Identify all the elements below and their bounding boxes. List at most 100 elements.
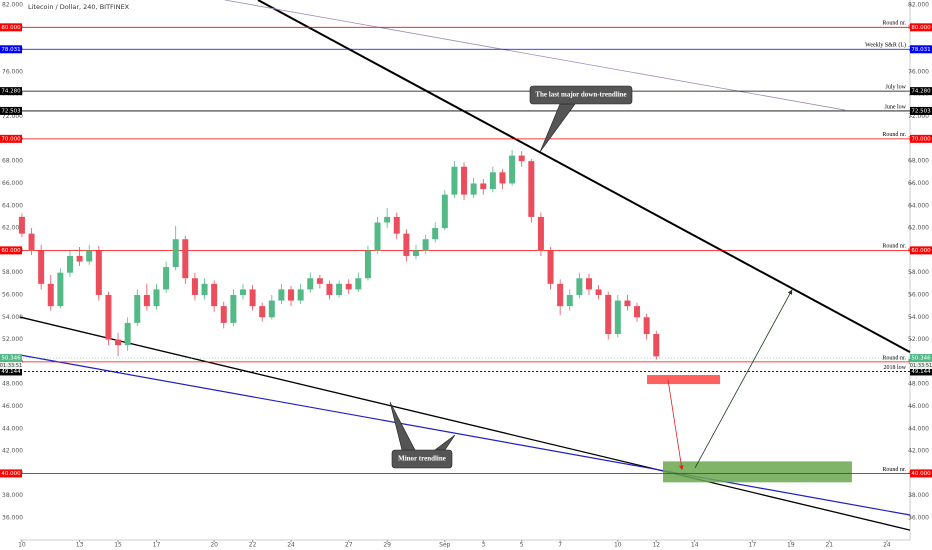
level-name: Round nr. bbox=[882, 467, 906, 473]
y-tick-label: 68.000 bbox=[2, 158, 23, 165]
zone-box bbox=[662, 461, 852, 483]
candle-body bbox=[518, 155, 525, 162]
candle-body bbox=[86, 250, 93, 262]
level-name: Weekly S&R (L) bbox=[865, 42, 906, 49]
candle-body bbox=[230, 294, 237, 323]
level-badge-label: 49.144 bbox=[911, 369, 931, 375]
y-tick-label: 38.000 bbox=[908, 492, 929, 499]
y-tick-label: 76.000 bbox=[908, 68, 929, 75]
candle-body bbox=[537, 216, 544, 251]
y-tick-label: 56.000 bbox=[908, 291, 929, 298]
trendline bbox=[257, 0, 911, 353]
y-tick-label: 54.000 bbox=[2, 314, 23, 321]
y-tick-label: 52.000 bbox=[908, 336, 929, 343]
candle-body bbox=[182, 239, 189, 279]
y-tick-label: 66.000 bbox=[908, 180, 929, 187]
last-price-badge-label: 50.346 bbox=[1, 356, 21, 362]
x-tick-label: 10 bbox=[614, 542, 622, 549]
arrow bbox=[694, 289, 793, 469]
x-tick-label: 15 bbox=[114, 542, 122, 549]
chart-title: Litecoin / Dollar, 240, BITFINEX bbox=[28, 3, 130, 11]
last-price-badge bbox=[0, 354, 22, 363]
trendline bbox=[19, 354, 911, 516]
level-badge-label: 60.000 bbox=[1, 248, 21, 254]
x-tick-label: 19 bbox=[787, 542, 795, 549]
candle-body bbox=[134, 294, 141, 323]
level-badge bbox=[0, 106, 22, 115]
level-badge-label: 78.031 bbox=[1, 47, 20, 53]
y-tick-label: 58.000 bbox=[2, 269, 23, 276]
callout-box bbox=[391, 449, 453, 469]
callout-text: The last major down-trendline bbox=[535, 91, 626, 99]
candle-body bbox=[124, 322, 131, 346]
x-tick-label: 12 bbox=[652, 542, 660, 549]
last-price-badge-label: 50.346 bbox=[911, 356, 931, 362]
candle-body bbox=[480, 183, 487, 190]
level-badge bbox=[0, 134, 22, 143]
candle-body bbox=[297, 289, 304, 301]
x-tick-label: 21 bbox=[825, 542, 833, 549]
candle-body bbox=[374, 222, 381, 251]
x-tick-label: 20 bbox=[210, 542, 218, 549]
y-tick-label: 48.000 bbox=[2, 381, 23, 388]
y-tick-label: 46.000 bbox=[908, 403, 929, 410]
candle-body bbox=[403, 233, 410, 256]
y-tick-label: 72.000 bbox=[908, 113, 929, 120]
candle-body bbox=[643, 317, 650, 335]
candle-body bbox=[528, 161, 535, 217]
candle-body bbox=[307, 278, 314, 290]
level-badge-label: 70.000 bbox=[1, 136, 21, 142]
level-badge bbox=[0, 246, 22, 255]
x-tick-label: 24 bbox=[287, 542, 295, 549]
callout-text: Minor trendline bbox=[398, 455, 446, 463]
candle-body bbox=[441, 194, 448, 229]
x-tick-label: 13 bbox=[76, 542, 84, 549]
candle-body bbox=[557, 283, 564, 307]
level-badge bbox=[910, 469, 932, 478]
x-tick-label: 22 bbox=[249, 542, 257, 549]
candle-body bbox=[278, 289, 285, 301]
level-badge-label: 40.000 bbox=[911, 471, 931, 477]
y-tick-label: 54.000 bbox=[908, 314, 929, 321]
level-name: Round nr. bbox=[882, 132, 906, 138]
candle-body bbox=[38, 250, 45, 284]
candle-body bbox=[172, 239, 179, 268]
y-tick-label: 76.000 bbox=[2, 68, 23, 75]
level-badge-label: 74.280 bbox=[1, 89, 21, 95]
candle-body bbox=[18, 216, 25, 234]
y-tick-label: 42.000 bbox=[2, 448, 23, 455]
y-tick-label: 42.000 bbox=[908, 448, 929, 455]
x-tick-label: 14 bbox=[691, 542, 699, 549]
level-badge bbox=[0, 23, 22, 32]
candle-body bbox=[95, 250, 102, 295]
candle-body bbox=[576, 278, 583, 295]
candle-body bbox=[336, 283, 343, 295]
countdown: 01:33:51 bbox=[0, 363, 22, 369]
candle-body bbox=[566, 294, 573, 307]
y-tick-label: 46.000 bbox=[2, 403, 23, 410]
y-tick-label: 66.000 bbox=[2, 180, 23, 187]
candle-body bbox=[470, 183, 477, 195]
candle-body bbox=[422, 239, 429, 251]
candle-body bbox=[451, 166, 458, 195]
arrow bbox=[667, 379, 684, 471]
candle-body bbox=[316, 278, 323, 284]
level-badge-label: 80.000 bbox=[911, 25, 931, 31]
candle-body bbox=[614, 300, 621, 335]
candle-body bbox=[412, 250, 419, 256]
candle-body bbox=[364, 250, 371, 279]
x-tick-label: 17 bbox=[749, 542, 757, 549]
candle-body bbox=[115, 339, 122, 346]
level-badge-label: 60.000 bbox=[911, 248, 931, 254]
countdown-badge bbox=[0, 362, 22, 370]
level-name: Round nr. bbox=[882, 21, 906, 27]
level-badge bbox=[910, 106, 932, 115]
countdown: 01:33:51 bbox=[910, 363, 932, 369]
candle-body bbox=[461, 166, 468, 195]
candle-body bbox=[585, 278, 592, 290]
level-badge-label: 49.144 bbox=[1, 369, 21, 375]
level-badge bbox=[910, 246, 932, 255]
candle-body bbox=[249, 289, 256, 307]
